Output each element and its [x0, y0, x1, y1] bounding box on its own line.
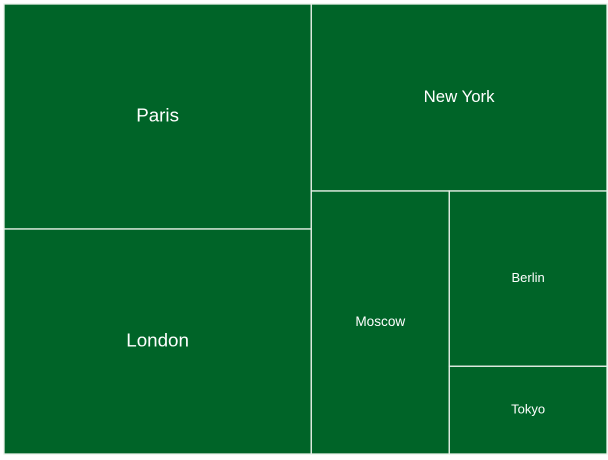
treemap-label-paris: Paris	[136, 104, 179, 125]
treemap-label-london: London	[126, 329, 189, 350]
treemap-cell-moscow[interactable]	[310, 190, 450, 455]
treemap-label-tokyo: Tokyo	[511, 402, 545, 417]
treemap-label-moscow: Moscow	[355, 314, 405, 329]
treemap-label-new-york: New York	[424, 87, 496, 106]
treemap-cell-london[interactable]	[3, 228, 312, 455]
treemap-label-berlin: Berlin	[511, 270, 544, 285]
treemap-cell-tokyo[interactable]	[448, 365, 608, 455]
treemap-cell-paris[interactable]	[3, 3, 312, 230]
treemap-cell-new-york[interactable]	[310, 3, 608, 192]
